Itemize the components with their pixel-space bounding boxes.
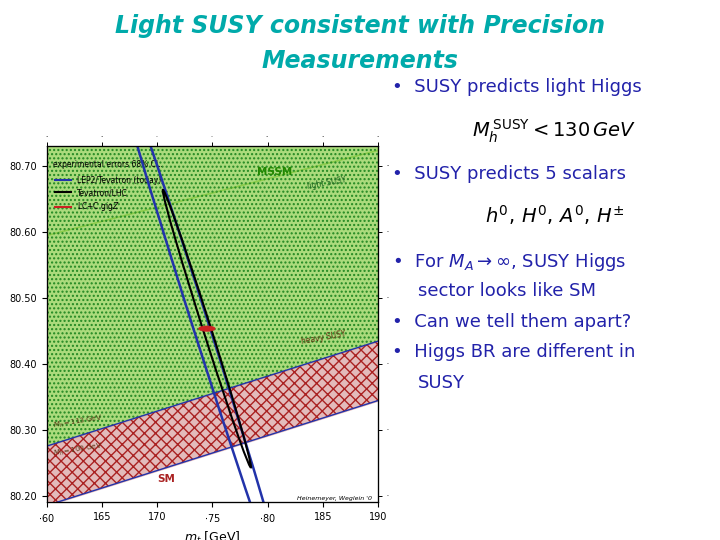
Text: Measurements: Measurements — [261, 49, 459, 72]
Text: Heinemeyer, Weglein '0: Heinemeyer, Weglein '0 — [297, 496, 372, 501]
X-axis label: $m_t$ [GeV]: $m_t$ [GeV] — [184, 530, 240, 540]
Text: experimental errors 68% CL.: experimental errors 68% CL. — [53, 160, 163, 169]
Text: •  SUSY predicts 5 scalars: • SUSY predicts 5 scalars — [392, 165, 626, 183]
Text: •  Higgs BR are different in: • Higgs BR are different in — [392, 343, 636, 361]
Text: •  SUSY predicts light Higgs: • SUSY predicts light Higgs — [392, 78, 642, 96]
Text: •  For $M_A\rightarrow\infty$, SUSY Higgs: • For $M_A\rightarrow\infty$, SUSY Higgs — [392, 251, 626, 273]
Legend: LEP2/Tevatron (today), Tevatron/LHC, LC+C gig$Z$: LEP2/Tevatron (today), Tevatron/LHC, LC+… — [54, 174, 163, 215]
Text: •  Can we tell them apart?: • Can we tell them apart? — [392, 313, 631, 331]
Text: $M_h=100$ GeV: $M_h=100$ GeV — [53, 441, 103, 459]
Text: $h^0,\,H^0,\,A^0,\,H^{\pm}$: $h^0,\,H^0,\,A^0,\,H^{\pm}$ — [485, 202, 624, 227]
Text: SM: SM — [157, 475, 175, 484]
Text: Light SUSY consistent with Precision: Light SUSY consistent with Precision — [115, 14, 605, 37]
Y-axis label: $M_W$ [GeV]: $M_W$ [GeV] — [0, 294, 4, 354]
Text: SUSY: SUSY — [418, 374, 464, 392]
Text: sector looks like SM: sector looks like SM — [418, 282, 595, 300]
Text: light SUSY: light SUSY — [306, 175, 346, 191]
Ellipse shape — [199, 326, 215, 331]
Text: MSSM: MSSM — [256, 167, 292, 178]
Text: heavy SUSY: heavy SUSY — [301, 329, 347, 346]
Text: $M_h=113$ GeV: $M_h=113$ GeV — [53, 413, 103, 431]
Text: $M_h^{\,\mathrm{SUSY}} < 130\,GeV$: $M_h^{\,\mathrm{SUSY}} < 130\,GeV$ — [472, 117, 636, 145]
